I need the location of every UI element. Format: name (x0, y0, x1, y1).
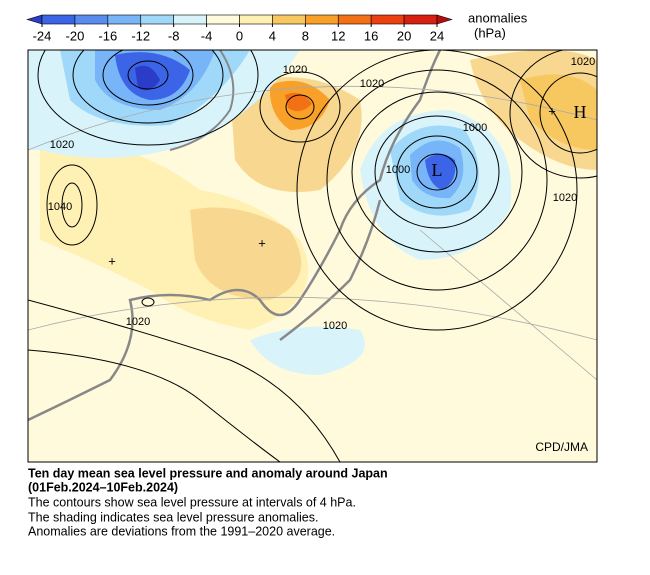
caption-line: Anomalies are deviations from the 1991–2… (28, 524, 335, 538)
colorbar-arrow (26, 14, 43, 25)
colorbar-tick-label: 24 (430, 28, 444, 43)
caption-line: The shading indicates sea level pressure… (28, 510, 318, 524)
colorbar-segment (41, 14, 76, 25)
colorbar-segment (173, 14, 207, 25)
colorbar-segment (107, 14, 142, 25)
colorbar-tick-label: -4 (201, 28, 213, 43)
colorbar-tick-label: -8 (168, 28, 180, 43)
colorbar-segment (140, 14, 174, 25)
isobar-label: 1020 (553, 192, 577, 204)
colorbar-tick-label: -24 (33, 28, 52, 43)
isobar-label: 1000 (386, 164, 410, 176)
colorbar-label: anomalies (468, 10, 528, 25)
isobar-label: 1020 (323, 320, 347, 332)
colorbar-tick-label: 8 (302, 28, 309, 43)
isobar-label: 1020 (571, 56, 595, 68)
colorbar-segment (239, 14, 273, 25)
caption-line: The contours show sea level pressure at … (28, 495, 356, 509)
high-center: H (574, 102, 587, 122)
colorbar-segment (272, 14, 306, 25)
colorbar-unit: (hPa) (474, 25, 506, 40)
colorbar-tick-label: 12 (331, 28, 345, 43)
colorbar-tick-label: -20 (66, 28, 85, 43)
colorbar-arrow (436, 14, 453, 25)
cross: + (258, 235, 266, 250)
low-center: L (432, 160, 443, 180)
colorbar-segment (370, 14, 405, 25)
isobar-label: 1040 (48, 201, 72, 213)
map: + + + 1020 1020 1020 1000 1000 1020 1020… (28, 50, 597, 462)
colorbar-segment (206, 14, 240, 25)
colorbar-segment (403, 14, 438, 25)
isobar-label: 1020 (126, 316, 150, 328)
colorbar: -24 -20 -16 -12 -8 -4 0 4 8 12 16 20 24 (26, 14, 453, 43)
colorbar-segment (74, 14, 109, 25)
colorbar-segment (305, 14, 339, 25)
colorbar-segment (337, 14, 372, 25)
map-frame (27, 49, 598, 463)
colorbar-tick-label: -12 (131, 28, 150, 43)
colorbar-tick-label: 0 (236, 28, 243, 43)
colorbar-tick-label: 20 (397, 28, 411, 43)
cross: + (548, 103, 556, 118)
colorbar-tick-label: 16 (364, 28, 378, 43)
isobar-label: 1020 (283, 64, 307, 76)
isobar-label: 1020 (50, 139, 74, 151)
credit: CPD/JMA (535, 440, 588, 454)
colorbar-tick-label: 4 (269, 28, 276, 43)
caption-title: Ten day mean sea level pressure and anom… (28, 466, 388, 480)
cross: + (108, 253, 116, 268)
isobar-label: 1020 (360, 78, 384, 90)
colorbar-tick-label: -16 (98, 28, 117, 43)
isobar-label: 1000 (463, 122, 487, 134)
caption-period: (01Feb.2024–10Feb.2024) (28, 480, 178, 494)
